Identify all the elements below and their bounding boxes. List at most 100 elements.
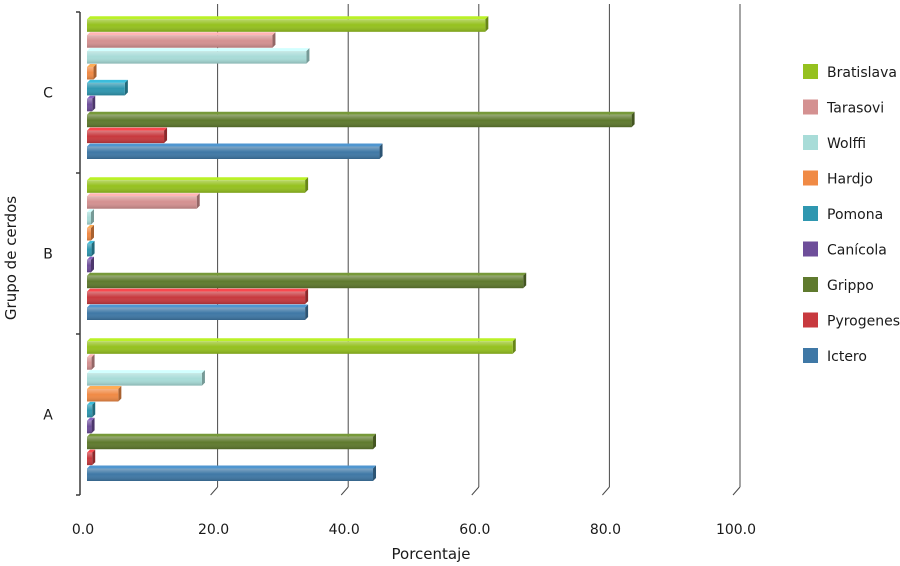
bar-end-face [91, 240, 95, 257]
bar-top-face [87, 240, 95, 244]
bar-end-face [305, 177, 309, 193]
bar-shine [87, 196, 197, 209]
bar-end-face [523, 272, 527, 289]
y-tick-label: B [43, 247, 53, 263]
bar-end-face [306, 48, 310, 64]
bar-top-face [87, 449, 96, 453]
bar-top-face [87, 79, 128, 83]
bar-shine [87, 130, 165, 144]
bar-shine [87, 114, 632, 128]
bar-shine [87, 357, 92, 370]
legend-swatch [803, 277, 818, 292]
legend-swatch [803, 99, 818, 115]
bar-shine [87, 146, 380, 159]
bar [87, 193, 200, 209]
legend-swatch [803, 170, 818, 186]
bar [87, 370, 205, 386]
legend-label: Grippo [827, 278, 874, 294]
legend-item: Wolffi [803, 135, 866, 152]
bar-top-face [87, 256, 94, 260]
bar-end-face [305, 304, 309, 320]
bar-top-face [87, 95, 96, 99]
bar [87, 225, 94, 241]
bar-end-face [118, 386, 122, 402]
bar [87, 449, 96, 466]
legend-swatch [803, 206, 818, 221]
bar-shine [87, 291, 306, 305]
legend-swatch [803, 348, 818, 363]
bar [87, 32, 276, 48]
bar [87, 209, 94, 225]
bar-top-face [87, 401, 96, 405]
bar-top-face [87, 127, 168, 131]
bar [87, 401, 96, 418]
x-tick-label: 40.0 [329, 522, 360, 538]
bar-shine [87, 98, 93, 112]
bar-end-face [373, 433, 377, 450]
bar [87, 111, 635, 128]
gridline-base [340, 486, 349, 496]
bars-layer [87, 16, 635, 481]
bar-shine [87, 19, 486, 32]
bar [87, 354, 95, 370]
bar-top-face [87, 32, 276, 36]
bar-end-face [196, 193, 200, 209]
bar-end-face [379, 143, 383, 159]
bar-end-face [201, 370, 205, 386]
bar-end-face [164, 127, 168, 144]
bar-top-face [87, 417, 95, 421]
bar-shine [87, 404, 93, 418]
bar-shine [87, 275, 524, 289]
bar-shine [87, 82, 125, 96]
axis-layer: 0.0 20.0 40.0 60.0 80.0 100.0 A B C [43, 11, 756, 538]
x-axis-title: Porcentaje [392, 545, 471, 563]
x-tick-label: 60.0 [459, 522, 490, 538]
bar-top-face [87, 465, 377, 469]
bar-top-face [87, 354, 95, 358]
bar-end-face [92, 95, 96, 112]
legend-item: Grippo [803, 277, 874, 294]
bar-end-face [512, 338, 516, 354]
bar-end-face [91, 354, 95, 370]
bar [87, 304, 309, 320]
bar-shine [87, 436, 374, 450]
legend-swatch [803, 312, 818, 328]
legend-item: Ictero [803, 348, 867, 365]
bar-end-face [631, 111, 635, 128]
bar-shine [87, 180, 306, 193]
bar [87, 433, 377, 450]
gridline-base [602, 486, 610, 496]
bar [87, 127, 168, 144]
y-tick-label: A [43, 408, 53, 424]
legend-item: Pyrogenes [803, 312, 900, 330]
legend-item: Pomona [803, 206, 883, 223]
bar [87, 386, 122, 402]
bar-shine [87, 51, 307, 64]
legend-label: Pomona [827, 207, 883, 223]
x-tick-label: 0.0 [72, 522, 94, 538]
bar-end-face [91, 256, 94, 273]
bar-end-face [91, 417, 95, 434]
y-axis-title: Grupo de cerdos [2, 196, 20, 320]
bar-end-face [91, 225, 94, 241]
legend-label: Canícola [827, 243, 887, 259]
bar-top-face [87, 386, 122, 389]
bar-top-face [87, 304, 309, 308]
bar-end-face [485, 16, 489, 32]
legend-swatch [803, 64, 818, 79]
bar-shine [87, 243, 92, 257]
bar-shine [87, 212, 91, 225]
bar-end-face [373, 465, 377, 481]
bar [87, 64, 97, 80]
x-tick-label: 80.0 [590, 522, 621, 538]
bar-shine [87, 452, 93, 466]
x-tick-label: 100.0 [716, 522, 756, 538]
bar-end-face [272, 32, 276, 48]
bar-shine [87, 373, 202, 386]
bar-end-face [92, 401, 96, 418]
legend-item: Bratislava [803, 64, 897, 81]
bar-shine [87, 468, 374, 481]
bar-end-face [93, 64, 97, 80]
bar [87, 95, 96, 112]
